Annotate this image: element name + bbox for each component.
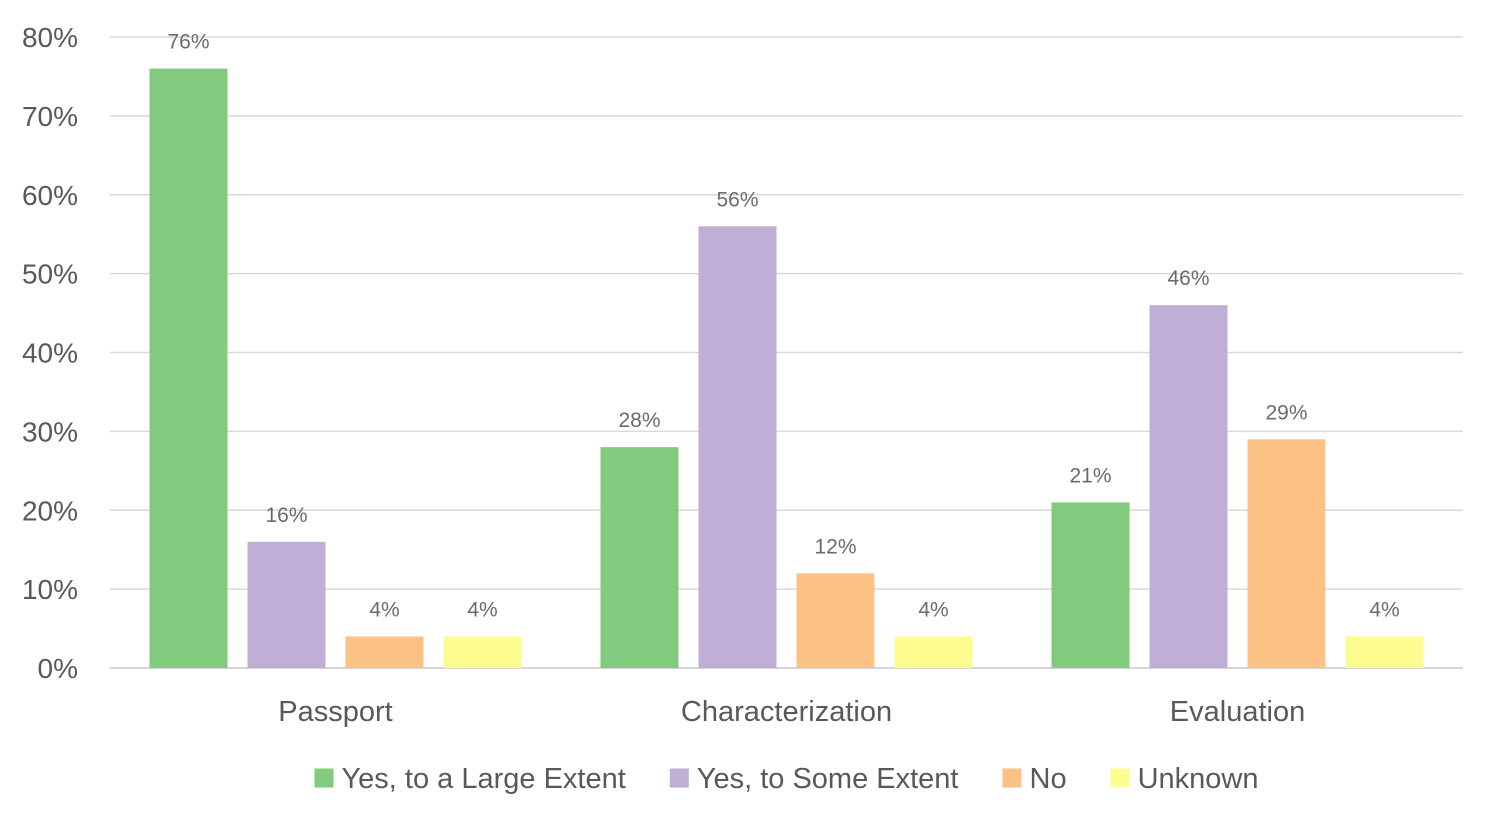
legend-swatch <box>1110 768 1130 788</box>
y-tick-label: 50% <box>22 259 78 290</box>
bar-no-evaluation <box>1247 439 1326 668</box>
legend-label: Yes, to Some Extent <box>697 763 959 795</box>
data-label: 4% <box>369 598 399 621</box>
data-label: 12% <box>814 535 856 558</box>
bar-no-passport <box>345 636 424 668</box>
data-label: 4% <box>1369 598 1399 621</box>
legend-swatch <box>1002 768 1022 788</box>
bars <box>149 68 1424 669</box>
bar-yes-to-a-large-extent-evaluation <box>1051 502 1130 668</box>
legend-swatch <box>314 768 334 788</box>
bar-yes-to-some-extent-characterization <box>698 226 777 669</box>
data-label: 28% <box>618 409 660 432</box>
data-label: 16% <box>265 504 307 527</box>
x-category-label: Passport <box>278 696 392 728</box>
bar-yes-to-some-extent-passport <box>247 541 326 668</box>
y-tick-label: 0% <box>38 653 78 684</box>
legend-label: No <box>1030 763 1067 795</box>
x-category-label: Characterization <box>681 696 892 728</box>
data-label: 21% <box>1069 464 1111 487</box>
y-tick-label: 40% <box>22 338 78 369</box>
y-tick-label: 60% <box>22 180 78 211</box>
y-tick-label: 80% <box>22 22 78 53</box>
legend: Yes, to a Large Extent Yes, to Some Exten… <box>314 763 1259 795</box>
data-label: 29% <box>1265 401 1307 424</box>
data-labels: 76% 16% 4% 4% 28% 56% 12% 4% 21% 46% 29% 4% <box>167 31 1399 622</box>
y-tick-label: 10% <box>22 574 78 605</box>
bar-yes-to-a-large-extent-characterization <box>600 447 679 668</box>
legend-label: Unknown <box>1138 763 1259 795</box>
bar-unknown-evaluation <box>1345 636 1424 668</box>
bar-yes-to-some-extent-evaluation <box>1149 305 1228 668</box>
x-axis: Passport Characterization Evaluation <box>278 696 1305 728</box>
bar-yes-to-a-large-extent-passport <box>149 68 228 669</box>
bar-no-characterization <box>796 573 875 668</box>
data-label: 46% <box>1167 267 1209 290</box>
y-axis: 0% 10% 20% 30% 40% 50% 60% 70% 80% <box>22 22 78 684</box>
legend-swatch <box>669 768 689 788</box>
data-label: 76% <box>167 31 209 54</box>
legend-label: Yes, to a Large Extent <box>342 763 626 795</box>
y-tick-label: 70% <box>22 101 78 132</box>
bar-unknown-passport <box>443 636 522 668</box>
bar-unknown-characterization <box>894 636 973 668</box>
x-category-label: Evaluation <box>1170 696 1305 728</box>
y-tick-label: 20% <box>22 495 78 526</box>
data-label: 56% <box>716 188 758 211</box>
gridlines <box>110 36 1463 669</box>
data-label: 4% <box>467 598 497 621</box>
y-tick-label: 30% <box>22 416 78 447</box>
data-label: 4% <box>918 598 948 621</box>
